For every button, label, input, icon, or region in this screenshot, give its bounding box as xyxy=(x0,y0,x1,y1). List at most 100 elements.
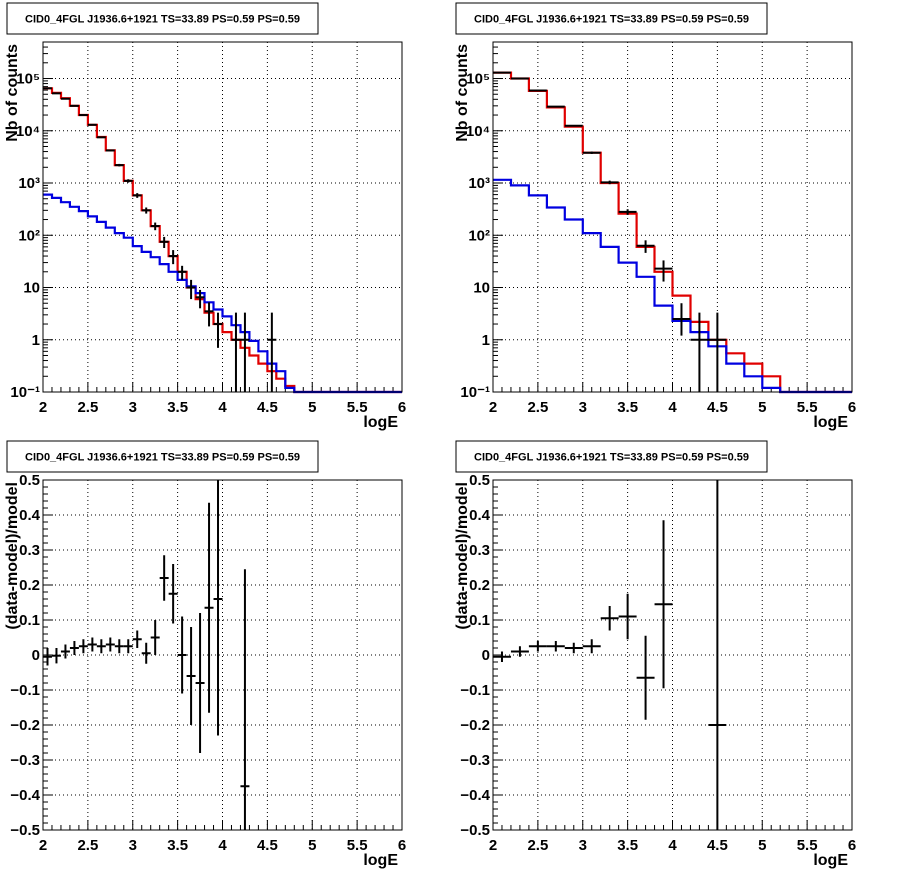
data-point xyxy=(493,651,511,662)
y-tick-label: −0.2 xyxy=(10,717,40,734)
data-point xyxy=(78,114,88,117)
data-point xyxy=(105,149,115,152)
x-tick-label: 3.5 xyxy=(617,399,638,416)
data-point xyxy=(195,289,205,309)
data-point xyxy=(141,642,151,664)
x-tick-label: 4.5 xyxy=(257,837,278,854)
x-tick-label: 4 xyxy=(218,837,227,854)
x-axis-label: logE xyxy=(813,852,848,869)
y-tick-label: 0.3 xyxy=(469,542,490,559)
y-axis-label: Nb of counts xyxy=(4,44,21,142)
x-tick-label: 2 xyxy=(489,399,497,416)
y-tick-label: 1 xyxy=(32,332,40,349)
data-point xyxy=(43,87,52,90)
y-axis-label: (data-model)/model xyxy=(454,482,471,630)
minor-ticks xyxy=(493,486,844,830)
data-point xyxy=(69,104,79,107)
y-tick-label: 10⁴ xyxy=(466,123,490,140)
data-point xyxy=(114,163,124,167)
y-tick-label: −0.5 xyxy=(460,822,490,839)
data-point xyxy=(510,646,529,657)
y-tick-label: −0.2 xyxy=(460,717,490,734)
data-point xyxy=(267,312,277,392)
x-axis-label: logE xyxy=(363,414,398,431)
data-point xyxy=(636,240,655,253)
x-tick-label: 6 xyxy=(398,399,406,416)
data-point xyxy=(213,312,223,348)
data-point xyxy=(582,151,601,154)
title-box xyxy=(6,2,319,35)
y-axis-label: Nb of counts xyxy=(454,44,471,142)
x-axis-label: logE xyxy=(363,852,398,869)
data-point xyxy=(123,639,133,654)
data-point xyxy=(213,480,223,736)
y-tick-label: 10³ xyxy=(468,175,490,192)
chart-pad-4: 2 2.5 3 3.5 4 4.5 5 5.5 6 −0.5 −0.4 −0.3 −0.2 −0.1 0 0.… xyxy=(454,440,856,869)
y-tick-label: −0.3 xyxy=(10,752,40,769)
x-tick-label: 3 xyxy=(579,837,587,854)
x-tick-label: 2.5 xyxy=(77,837,98,854)
x-tick-label: 4.5 xyxy=(707,837,728,854)
data-point xyxy=(654,260,673,282)
histogram-line xyxy=(493,178,852,394)
x-tick-label: 6 xyxy=(398,837,406,854)
data-point xyxy=(600,606,619,631)
chart-title: CID0_4FGL J1936.6+1921 TS=33.89 PS=0.59 … xyxy=(474,452,749,464)
data-point xyxy=(240,569,250,830)
y-tick-label: 0.5 xyxy=(19,472,40,489)
y-tick-label: 0 xyxy=(32,647,40,664)
chart-title: CID0_4FGL J1936.6+1921 TS=33.89 PS=0.59 … xyxy=(474,14,749,26)
x-tick-label: 5 xyxy=(758,399,766,416)
x-tick-label: 5 xyxy=(308,399,316,416)
y-tick-label: 0.3 xyxy=(19,542,40,559)
data-point xyxy=(564,124,583,127)
x-tick-label: 4.5 xyxy=(257,399,278,416)
x-tick-label: 3.5 xyxy=(617,837,638,854)
title-box xyxy=(455,440,768,473)
x-tick-label: 2.5 xyxy=(527,399,548,416)
data-point xyxy=(564,642,583,654)
data-point xyxy=(51,92,61,95)
data-point xyxy=(528,89,547,92)
data-point xyxy=(168,564,178,624)
data-point xyxy=(43,648,52,666)
x-tick-label: 5.5 xyxy=(797,837,818,854)
y-tick-label: 10⁴ xyxy=(16,123,40,140)
series-1 xyxy=(493,71,852,394)
data-point xyxy=(177,265,187,280)
x-tick-label: 6 xyxy=(848,837,856,854)
y-tick-label: 10⁵ xyxy=(466,71,490,88)
data-point xyxy=(132,193,142,198)
data-point xyxy=(132,630,142,648)
data-point xyxy=(51,648,61,664)
y-tick-label: 0.4 xyxy=(19,507,41,524)
chart-title: CID0_4FGL J1936.6+1921 TS=33.89 PS=0.59 … xyxy=(25,452,300,464)
chart-title: CID0_4FGL J1936.6+1921 TS=33.89 PS=0.59 … xyxy=(25,14,300,26)
chart-pad-1: 2 2.5 3 3.5 4 4.5 5 5.5 6 10⁻¹ 1 10 10² 10³ 10⁴ 10⁵ CID0… xyxy=(4,2,406,431)
x-tick-label: 4 xyxy=(218,399,227,416)
y-tick-label: 0.2 xyxy=(469,577,490,594)
data-point xyxy=(528,641,547,652)
x-tick-label: 2 xyxy=(39,399,47,416)
series-2 xyxy=(493,178,852,394)
y-tick-label: 10³ xyxy=(18,175,40,192)
plot-frame xyxy=(42,479,403,831)
data-point xyxy=(96,136,106,139)
data-point xyxy=(582,639,601,654)
data-point xyxy=(600,180,619,185)
title-box xyxy=(6,440,319,473)
data-point xyxy=(546,641,565,652)
y-tick-label: 10 xyxy=(23,280,40,297)
y-tick-label: −0.1 xyxy=(460,682,490,699)
data-point xyxy=(105,637,115,652)
y-tick-label: −0.5 xyxy=(10,822,40,839)
y-tick-label: 0.4 xyxy=(469,507,491,524)
x-tick-label: 4 xyxy=(668,399,677,416)
data-point xyxy=(60,97,70,100)
x-tick-label: 2.5 xyxy=(77,399,98,416)
y-tick-label: 0.2 xyxy=(19,577,40,594)
x-axis-label: logE xyxy=(813,414,848,431)
series-3 xyxy=(493,71,727,392)
x-tick-label: 2 xyxy=(489,837,497,854)
